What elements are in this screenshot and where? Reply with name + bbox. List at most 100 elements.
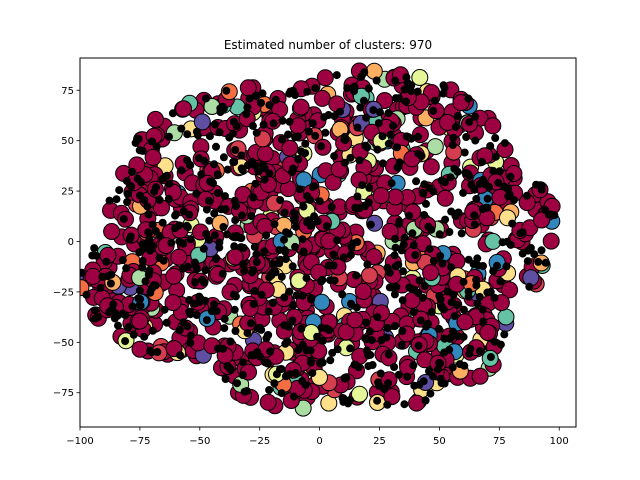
cluster-point (361, 266, 378, 284)
noise-point (315, 197, 324, 206)
noise-point (91, 306, 99, 315)
noise-point (346, 396, 354, 404)
noise-point (103, 272, 112, 281)
noise-point (478, 305, 487, 314)
noise-point (280, 208, 289, 217)
x-tick-label: −75 (129, 436, 150, 447)
noise-point (213, 170, 222, 179)
noise-point (221, 192, 229, 201)
noise-point (146, 288, 155, 297)
noise-point (165, 132, 173, 141)
noise-point (106, 279, 115, 288)
cluster-point (471, 367, 489, 385)
noise-point (389, 121, 397, 130)
noise-point (185, 210, 194, 219)
noise-point (353, 192, 362, 201)
noise-point (192, 189, 201, 198)
noise-point (119, 215, 128, 223)
noise-point (346, 344, 355, 353)
noise-point (378, 132, 387, 141)
cluster-point (365, 62, 383, 80)
noise-point (195, 297, 204, 306)
noise-point (128, 302, 137, 311)
cluster-point (372, 187, 390, 205)
noise-point (356, 103, 365, 112)
noise-point (383, 324, 392, 332)
cluster-point (422, 264, 440, 282)
noise-point (366, 327, 374, 336)
noise-point (490, 293, 499, 302)
noise-point (320, 113, 329, 122)
noise-point (434, 324, 443, 333)
noise-point (329, 250, 338, 259)
noise-point (129, 330, 138, 339)
noise-point (441, 178, 449, 187)
noise-point (460, 361, 469, 370)
noise-point (330, 276, 339, 285)
noise-point (376, 369, 385, 378)
cluster-point (542, 232, 560, 250)
noise-point (270, 379, 279, 388)
noise-point (422, 199, 430, 208)
noise-point (158, 218, 167, 227)
noise-point (191, 278, 199, 287)
noise-point (311, 131, 320, 140)
noise-point (377, 336, 386, 345)
x-tick-label: 50 (433, 436, 446, 447)
noise-point (491, 152, 500, 161)
noise-point (186, 235, 195, 244)
cluster-point (501, 281, 519, 299)
cluster-point (337, 323, 355, 341)
noise-point (264, 307, 273, 316)
noise-point (404, 133, 413, 142)
noise-point (240, 387, 249, 396)
noise-point (317, 142, 326, 151)
noise-point (302, 346, 311, 355)
noise-point (400, 85, 409, 94)
noise-point (210, 160, 219, 169)
noise-point (149, 281, 158, 290)
noise-point (109, 300, 118, 309)
noise-point (541, 258, 550, 267)
noise-point (339, 253, 348, 262)
noise-point (231, 146, 240, 154)
noise-point (414, 341, 423, 350)
noise-point (90, 244, 99, 253)
noise-point (135, 286, 144, 295)
noise-point (250, 242, 259, 251)
noise-point (471, 112, 480, 121)
cluster-point (484, 117, 502, 135)
noise-point (341, 135, 350, 144)
noise-point (230, 196, 239, 205)
noise-point (390, 363, 399, 371)
noise-point (262, 231, 271, 240)
x-tick-label: 100 (550, 436, 569, 447)
noise-point (94, 313, 103, 322)
noise-point (384, 379, 393, 388)
noise-point (237, 243, 246, 252)
noise-point (363, 143, 372, 152)
noise-point (333, 236, 342, 245)
noise-point (260, 175, 269, 184)
noise-point (178, 264, 187, 273)
noise-point (233, 379, 241, 388)
noise-point (415, 276, 424, 285)
noise-point (186, 331, 195, 340)
noise-point (385, 268, 394, 277)
noise-point (470, 220, 479, 229)
noise-point (362, 113, 371, 122)
noise-point (215, 128, 224, 137)
noise-point (294, 345, 303, 354)
noise-point (440, 379, 449, 388)
noise-point (387, 179, 396, 188)
noise-point (419, 189, 428, 198)
noise-point (153, 348, 162, 356)
noise-point (364, 362, 373, 371)
noise-point (537, 185, 546, 194)
noise-point (139, 244, 148, 253)
noise-point (415, 380, 424, 389)
noise-point (376, 108, 384, 117)
noise-point (426, 389, 435, 398)
noise-point (177, 124, 186, 133)
